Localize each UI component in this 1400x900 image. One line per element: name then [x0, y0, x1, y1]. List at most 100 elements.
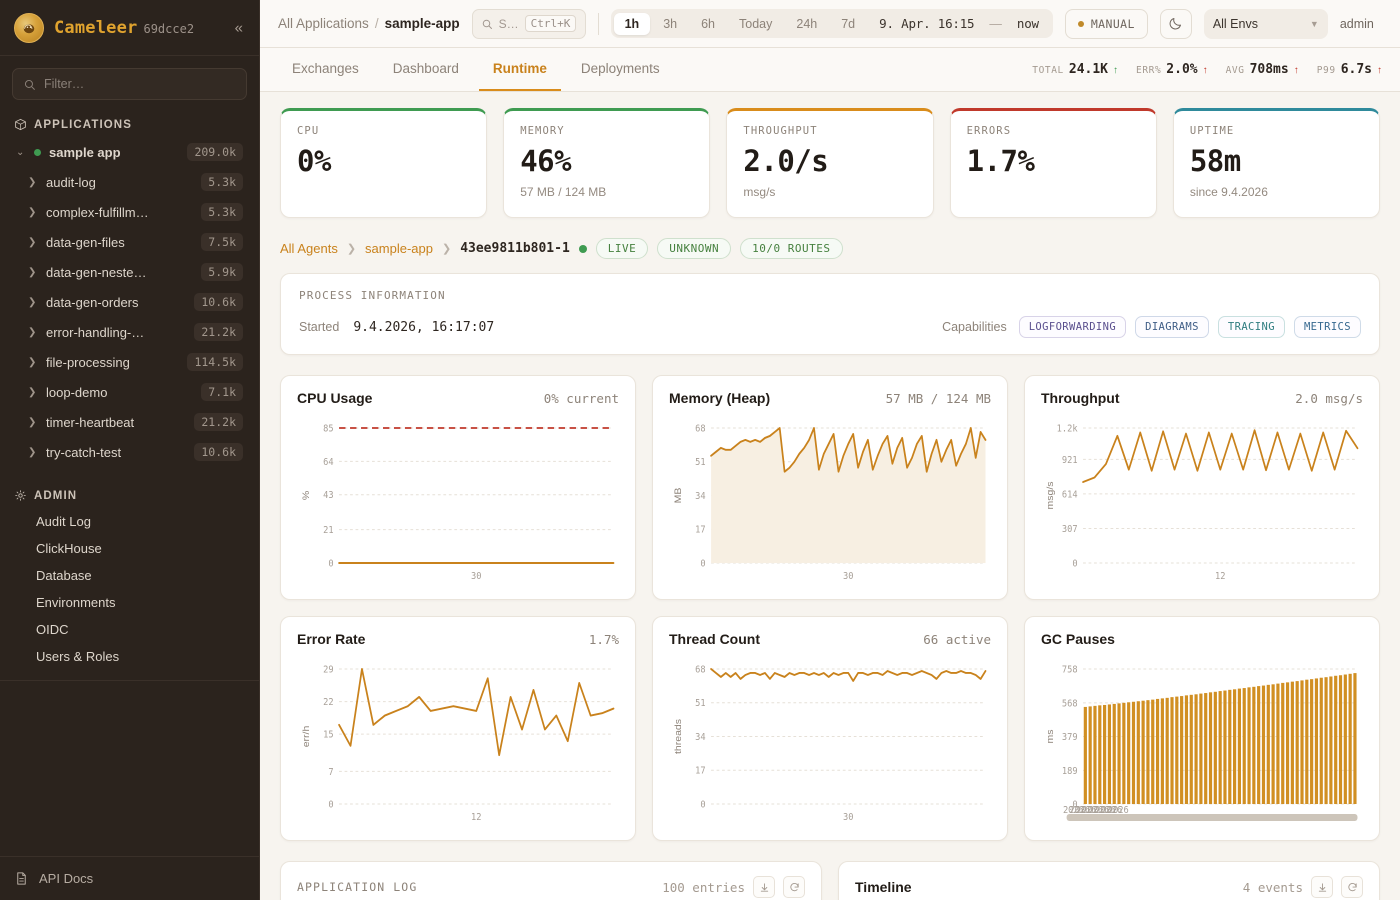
svg-text:2026: 2026 [1089, 806, 1110, 816]
sidebar-route-item[interactable]: ❯ file-processing 114.5k [8, 347, 251, 377]
search-placeholder: S… [498, 16, 519, 31]
svg-text:34: 34 [695, 733, 706, 743]
admin-link-audit-log[interactable]: Audit Log [36, 514, 91, 529]
agent-chip-list: LIVE UNKNOWN 10/0 ROUTES [595, 238, 843, 259]
user-menu[interactable]: admin [1339, 16, 1374, 31]
admin-link-clickhouse[interactable]: ClickHouse [36, 541, 102, 556]
chevron-right-icon[interactable]: ❯ [28, 446, 37, 458]
agent-chip: 10/0 ROUTES [740, 238, 843, 259]
api-docs-link[interactable]: API Docs [0, 856, 259, 900]
sidebar-route-label: data-gen-orders [46, 294, 139, 310]
range-today[interactable]: Today [739, 16, 773, 31]
sidebar-route-item[interactable]: ❯ timer-heartbeat 21.2k [8, 407, 251, 437]
svg-text:0: 0 [700, 800, 705, 810]
bottom-row: APPLICATION LOG 100 entries [280, 861, 1380, 900]
chevron-right-icon[interactable]: ❯ [28, 356, 37, 368]
chart-header: GC Pauses [1041, 631, 1363, 647]
kpi-value: 1.7% [966, 144, 1035, 178]
agent-chip: UNKNOWN [657, 238, 732, 259]
chevron-right-icon[interactable]: ❯ [28, 206, 37, 218]
manual-refresh-button[interactable]: MANUAL [1064, 8, 1148, 39]
sidebar-route-item[interactable]: ❯ try-catch-test 10.6k [8, 437, 251, 467]
chart-card-threads: Thread Count 66 active 0 17 34 51 68 threads 30 [652, 616, 1008, 841]
sidebar-route-label: timer-heartbeat [46, 414, 135, 430]
range-7d[interactable]: 7d [841, 16, 856, 31]
tab-list: Exchanges Dashboard Runtime Deployments [278, 48, 674, 91]
sidebar-route-label: file-processing [46, 354, 130, 370]
sidebar-route-item[interactable]: ❯ complex-fulfillm… 5.3k [8, 197, 251, 227]
trend-arrow-icon: ↑ [1202, 65, 1208, 76]
chevron-right-icon[interactable]: ❯ [28, 296, 37, 308]
theme-toggle-button[interactable] [1159, 8, 1192, 39]
global-search[interactable]: S… Ctrl+K [471, 8, 586, 39]
sidebar-filter[interactable] [12, 68, 247, 100]
cube-icon [15, 118, 26, 131]
sidebar-route-item[interactable]: ❯ loop-demo 7.1k [8, 377, 251, 407]
svg-text:2026: 2026 [1076, 806, 1097, 816]
tab-exchanges[interactable]: Exchanges [292, 61, 359, 76]
range-6h[interactable]: 6h [701, 16, 716, 31]
chevron-right-icon[interactable]: ❯ [28, 326, 37, 338]
tab-deployments[interactable]: Deployments [580, 61, 660, 76]
sidebar-route-item[interactable]: ❯ data-gen-neste… 5.9k [8, 257, 251, 287]
sidebar-route-item[interactable]: ❯ error-handling-… 21.2k [8, 317, 251, 347]
collapse-sidebar-icon[interactable]: « [234, 19, 243, 36]
range-3h[interactable]: 3h [663, 16, 678, 31]
range-24h[interactable]: 24h [796, 16, 818, 31]
filter-input[interactable] [44, 77, 236, 91]
header-stat-value: 2.0% [1166, 62, 1198, 77]
svg-text:7: 7 [328, 768, 333, 778]
admin-link-oidc[interactable]: OIDC [36, 622, 69, 637]
range-to[interactable]: now [1016, 16, 1039, 31]
chevron-right-icon[interactable]: ❯ [28, 176, 37, 188]
header-stat: TOTAL 24.1K ↑ [1032, 62, 1118, 77]
admin-link-environments[interactable]: Environments [36, 595, 116, 610]
sidebar-route-count: 10.6k [194, 443, 243, 461]
process-information-row: Started 9.4.2026, 16:17:07 Capabilities … [299, 316, 1361, 338]
tab-runtime[interactable]: Runtime [478, 48, 561, 91]
range-dash[interactable]: — [989, 16, 1002, 31]
kpi-sub: since 9.4.2026 [1189, 185, 1268, 199]
chevron-down-icon[interactable]: ⌄ [16, 146, 25, 158]
sidebar-route-item[interactable]: ❯ audit-log 5.3k [8, 167, 251, 197]
sidebar-item-label: sample app [49, 144, 121, 160]
application-log-title: APPLICATION LOG [297, 880, 418, 894]
chevron-right-icon[interactable]: ❯ [28, 266, 37, 278]
download-icon[interactable] [1311, 876, 1333, 898]
sidebar-route-item[interactable]: ❯ data-gen-orders 10.6k [8, 287, 251, 317]
refresh-icon[interactable] [1341, 876, 1363, 898]
all-agents-link[interactable]: All Agents [280, 241, 338, 256]
agent-app-link[interactable]: sample-app [365, 241, 433, 256]
chevron-right-icon[interactable]: ❯ [28, 416, 37, 428]
chart-card-gc: GC Pauses 0 189 379 568 758 ms 2026 2026 2026 2026… [1024, 616, 1380, 841]
gear-icon [15, 490, 26, 501]
sidebar-route-item[interactable]: ❯ data-gen-files 7.5k [8, 227, 251, 257]
svg-text:17: 17 [695, 766, 705, 776]
moon-icon [1169, 18, 1182, 30]
svg-text:ms: ms [1045, 730, 1056, 744]
kpi-value: 2.0/s [743, 144, 829, 178]
tabbar: Exchanges Dashboard Runtime Deployments TOT… [260, 48, 1400, 92]
agent-chip: LIVE [595, 238, 649, 259]
tab-dashboard[interactable]: Dashboard [392, 61, 459, 76]
admin-link-database[interactable]: Database [36, 568, 92, 583]
refresh-icon[interactable] [783, 876, 805, 898]
capabilities-label: Capabilities [942, 320, 1007, 334]
svg-text:29: 29 [323, 665, 333, 675]
document-icon [17, 872, 26, 885]
capability-list: LOGFORWARDING DIAGRAMS TRACING METRICS [1018, 316, 1361, 338]
svg-text:34: 34 [695, 492, 706, 502]
svg-text:2026: 2026 [1108, 806, 1129, 816]
brand-block: Cameleer 69dcce2 [54, 18, 194, 38]
chevron-right-icon[interactable]: ❯ [28, 236, 37, 248]
download-icon[interactable] [753, 876, 775, 898]
admin-link-users-roles[interactable]: Users & Roles [36, 649, 120, 664]
chevron-right-icon[interactable]: ❯ [28, 386, 37, 398]
range-from[interactable]: 9. Apr. 16:15 [879, 16, 975, 31]
env-select[interactable]: All Envs ▼ [1203, 8, 1328, 39]
sidebar-item-sample-app[interactable]: ⌄ sample app 209.0k [8, 137, 251, 167]
breadcrumb-all-applications[interactable]: All Applications [278, 16, 369, 31]
admin-link-list: Audit Log ClickHouse Database Environments O… [0, 508, 259, 670]
timeline-panel: Timeline 4 events [838, 861, 1380, 900]
range-1h[interactable]: 1h [613, 12, 651, 35]
